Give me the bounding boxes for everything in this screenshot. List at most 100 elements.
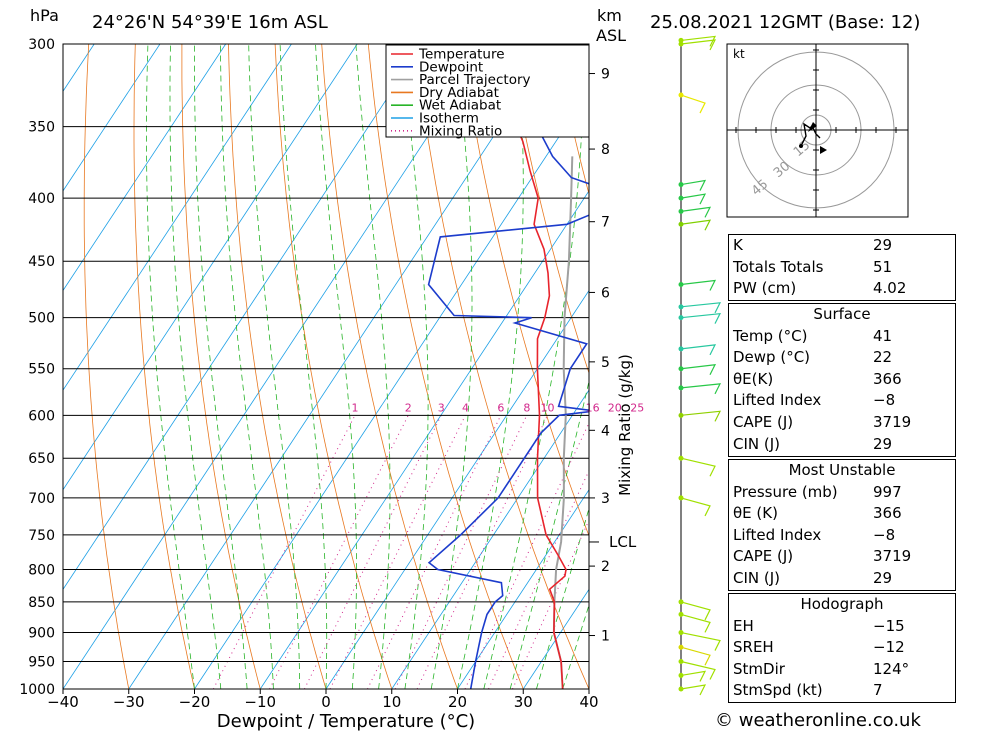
km-tick-label: 3 <box>601 491 610 507</box>
wind-barb <box>680 193 707 205</box>
temperature-tick-label: −30 <box>113 693 145 711</box>
wind-barbs <box>678 35 722 696</box>
mixing-ratio-line <box>212 415 356 689</box>
index-row: K 29 <box>733 236 893 254</box>
station-location: 24°26'N 54°39'E 16m ASL <box>92 12 328 33</box>
legend-label: Dewpoint <box>419 59 483 75</box>
wind-barb <box>680 39 717 51</box>
isotherm-line <box>63 44 424 591</box>
hodo-row: SREH −12 <box>733 638 905 657</box>
isotherm-line <box>391 389 589 689</box>
legend-label: Dry Adiabat <box>419 85 499 101</box>
temperature-tick-label: −40 <box>47 693 79 711</box>
surface-row: CAPE (J) 3719 <box>733 412 912 431</box>
mixing-ratio-line <box>464 421 589 689</box>
x-axis-label: Dewpoint / Temperature (°C) <box>217 711 475 732</box>
mu-row: Pressure (mb) 997 <box>733 482 902 501</box>
wind-barb <box>680 670 707 682</box>
surface-row: Lifted Index −8 <box>733 391 896 410</box>
temperature-tick-label: 10 <box>382 693 401 711</box>
dry-adiabat <box>974 44 1000 689</box>
temperature-line <box>487 44 567 689</box>
pressure-tick-label: 350 <box>28 120 55 136</box>
mixing-ratio-axis-label: Mixing Ratio (g/kg) <box>616 354 634 496</box>
legend-label: Wet Adiabat <box>419 98 501 114</box>
wind-barb <box>680 660 716 680</box>
isobar-lines <box>63 43 589 690</box>
mu-row: CIN (J) 29 <box>733 568 893 587</box>
pressure-tick-label: 400 <box>28 191 55 207</box>
dry-adiabat <box>367 44 524 689</box>
hodo-row: EH −15 <box>733 616 905 635</box>
most-unstable-title: Most Unstable <box>788 461 896 479</box>
legend-box <box>385 44 590 138</box>
dry-adiabat <box>181 44 261 689</box>
km-label: km <box>597 6 622 25</box>
surface-row: CIN (J) 29 <box>733 434 893 453</box>
mixing-ratio-value: 4 <box>462 401 469 414</box>
wind-barb <box>680 613 711 633</box>
mixing-ratio-value: 6 <box>497 401 504 414</box>
pressure-tick-label: 650 <box>28 451 55 467</box>
isotherm-line <box>63 44 490 689</box>
pressure-tick-label: 900 <box>28 626 55 642</box>
plot-frame <box>62 43 590 690</box>
isotherm-line <box>259 190 589 689</box>
temperature-tick-label: 0 <box>321 693 331 711</box>
legend-label: Isotherm <box>419 111 479 127</box>
wind-barb <box>680 219 712 231</box>
storm-motion-marker <box>808 122 817 132</box>
copyright-link[interactable]: © weatheronline.co.uk <box>715 710 921 731</box>
temperature-tick-label: 40 <box>579 693 598 711</box>
pressure-tick-label: 950 <box>28 655 55 671</box>
indices-panel: K 29 Totals Totals 51 PW (cm) 4.02 <box>728 234 956 301</box>
wind-barb <box>680 410 722 422</box>
axis-ticks: 3003504004505005506006507007508008509009… <box>19 37 636 732</box>
mixing-ratio-labels: 1 2 3 4 6 8 10 16 20 25 <box>352 401 645 414</box>
hodo-row: StmDir 124° <box>733 659 910 678</box>
surface-panel: Surface Temp (°C) 41 Dewp (°C) 22 θE(K) 366… <box>728 303 956 457</box>
isotherm-line <box>457 489 589 689</box>
wind-barb <box>680 631 721 651</box>
isotherm-line <box>325 289 589 689</box>
wind-barb <box>680 206 712 218</box>
legend-label: Mixing Ratio <box>419 123 502 139</box>
wind-barb <box>680 684 707 696</box>
pressure-tick-label: 550 <box>28 362 55 378</box>
temperature-tick-label: −10 <box>244 693 276 711</box>
hodograph-unit: kt <box>733 47 745 61</box>
pressure-tick-label: 800 <box>28 562 55 578</box>
dry-adiabat <box>228 44 327 689</box>
hodograph-start-dot <box>799 144 803 148</box>
wind-barb <box>680 35 717 47</box>
mixing-ratio-value: 20 <box>608 401 622 414</box>
surface-row: Dewp (°C) 22 <box>733 348 893 367</box>
dry-adiabat <box>274 44 393 689</box>
parcel-trajectory-line <box>552 156 574 689</box>
mixing-ratio-line <box>416 415 548 689</box>
wet-adiabat <box>220 44 274 689</box>
isotherm-line <box>194 90 589 689</box>
pressure-tick-label: 500 <box>28 311 55 327</box>
isotherm-line <box>63 44 292 391</box>
wind-barb <box>680 312 722 324</box>
pressure-tick-label: 600 <box>28 408 55 424</box>
wet-adiabat <box>483 44 585 689</box>
mixing-ratio-line <box>394 415 528 689</box>
surface-row: θE(K) 366 <box>733 369 902 388</box>
wet-adiabat <box>248 44 301 689</box>
mixing-ratio-value: 8 <box>523 401 530 414</box>
storm-motion-arrow <box>820 146 827 154</box>
wind-barb <box>680 646 711 666</box>
km-tick-label: 9 <box>601 67 610 83</box>
km-tick-label: 8 <box>601 142 610 158</box>
hodograph-title: Hodograph <box>800 595 884 613</box>
mixing-ratio-line <box>512 519 589 689</box>
km-tick-label: 4 <box>601 423 610 439</box>
hodograph-panel: Hodograph EH −15 SREH −12 StmDir 124° StmSp… <box>728 593 956 703</box>
mixing-ratio-value: 1 <box>352 401 359 414</box>
mixing-ratio-value: 10 <box>541 401 555 414</box>
km-tick-label: 6 <box>601 285 610 301</box>
pressure-tick-label: 1000 <box>19 682 55 698</box>
